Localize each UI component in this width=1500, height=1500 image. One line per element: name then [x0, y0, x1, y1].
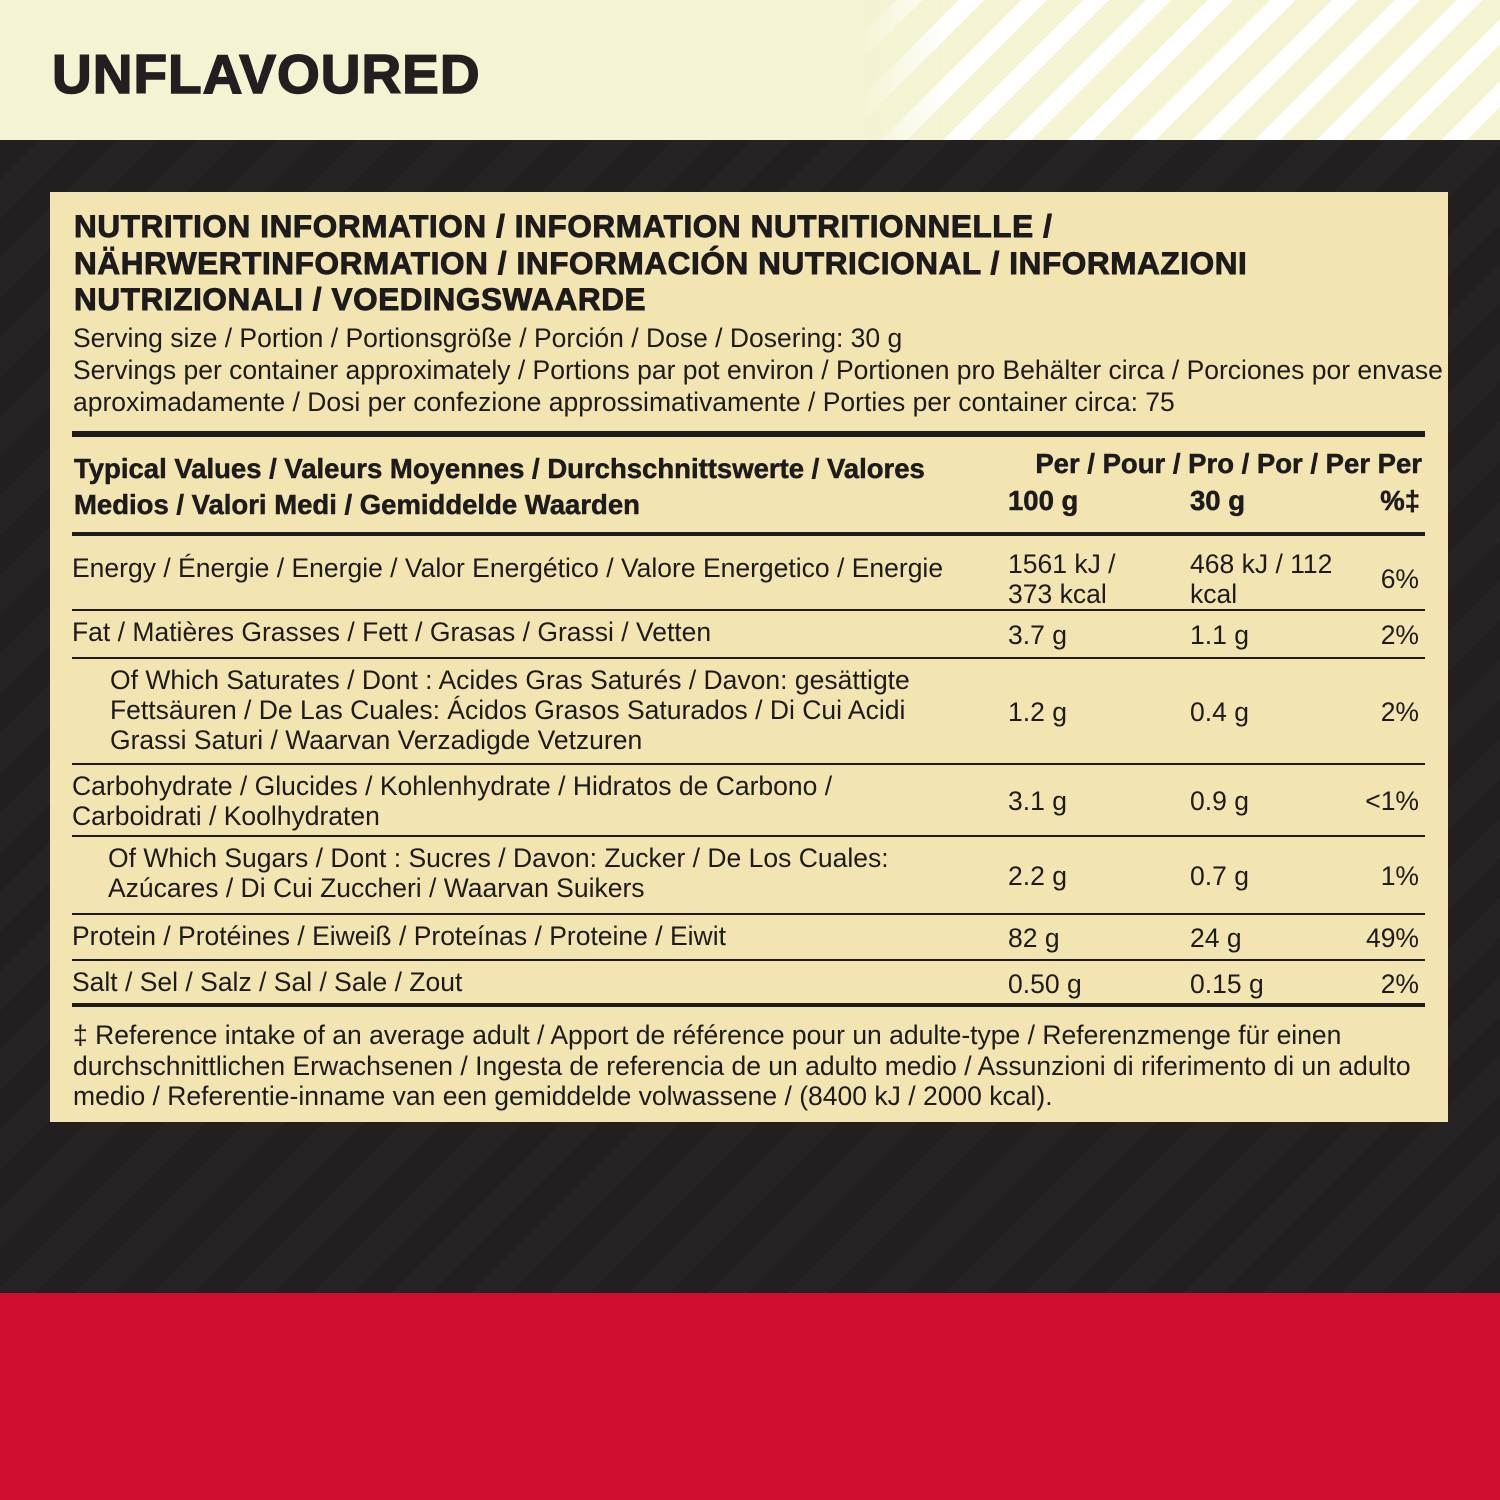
value-per-100g: 0.50 g [1008, 969, 1082, 999]
nutrient-label: Salt / Sel / Salz / Sal / Sale / Zout [72, 967, 463, 997]
value-per-100g: 2.2 g [1008, 861, 1067, 891]
reference-intake-percent: 2% [1380, 969, 1419, 999]
nutrition-heading: NUTRITION INFORMATION / INFORMATION NUTR… [74, 208, 1248, 318]
nutrient-label: Energy / Énergie / Energie / Valor Energ… [72, 553, 944, 583]
value-per-100g: 1561 kJ / 373 kcal [1008, 549, 1116, 609]
value-per-serving: 24 g [1190, 923, 1242, 953]
reference-intake-percent: 2% [1380, 697, 1419, 727]
value-per-serving: 0.4 g [1190, 697, 1249, 727]
nutrition-label: NUTRITION INFORMATION / INFORMATION NUTR… [50, 192, 1448, 1122]
reference-intake-percent: 2% [1380, 620, 1419, 650]
header-label: Typical Values / Valeurs Moyennes / Durc… [74, 453, 925, 521]
top-band: UNFLAVOURED [0, 0, 1500, 140]
header-per: Per / Pour / Pro / Por / Per Per [1035, 448, 1422, 479]
red-band [0, 1293, 1500, 1500]
row-divider [72, 835, 1425, 837]
reference-intake-percent: 1% [1380, 861, 1419, 891]
nutrient-label: Of Which Saturates / Dont : Acides Gras … [110, 665, 910, 755]
header-col3: %‡ [1380, 485, 1420, 516]
nutrient-label: Protein / Protéines / Eiweiß / Proteínas… [72, 921, 726, 951]
header-col2: 30 g [1190, 485, 1246, 516]
value-per-serving: 0.9 g [1190, 786, 1249, 816]
divider-thick [72, 1003, 1425, 1007]
row-divider [72, 657, 1425, 659]
row-divider [72, 913, 1425, 915]
value-per-100g: 3.7 g [1008, 620, 1067, 650]
servings-per-container: Servings per container approximately / P… [73, 355, 1443, 417]
row-divider [72, 609, 1425, 611]
reference-intake-percent: 6% [1380, 564, 1419, 594]
nutrient-label: Of Which Sugars / Dont : Sucres / Davon:… [108, 843, 889, 903]
value-per-serving: 0.7 g [1190, 861, 1249, 891]
value-per-100g: 3.1 g [1008, 786, 1067, 816]
reference-intake-percent: <1% [1365, 786, 1419, 816]
divider-thick [72, 532, 1425, 536]
reference-intake-percent: 49% [1365, 923, 1419, 953]
value-per-serving: 468 kJ / 112 kcal [1190, 549, 1333, 609]
nutrient-label: Carbohydrate / Glucides / Kohlenhydrate … [72, 771, 833, 831]
serving-size: Serving size / Portion / Portionsgröße /… [73, 323, 903, 353]
row-divider [72, 763, 1425, 765]
value-per-100g: 82 g [1008, 923, 1060, 953]
flavour-title: UNFLAVOURED [51, 42, 481, 106]
row-divider [72, 959, 1425, 961]
footnote: ‡ Reference intake of an average adult /… [73, 1020, 1411, 1111]
divider-thick [72, 431, 1425, 437]
value-per-serving: 0.15 g [1190, 969, 1264, 999]
nutrient-label: Fat / Matières Grasses / Fett / Grasas /… [72, 617, 712, 647]
serving-info: Serving size / Portion / Portionsgröße /… [73, 322, 1443, 418]
header-col1: 100 g [1008, 485, 1079, 516]
decorative-stripes [860, 0, 1500, 140]
value-per-100g: 1.2 g [1008, 697, 1067, 727]
value-per-serving: 1.1 g [1190, 620, 1249, 650]
